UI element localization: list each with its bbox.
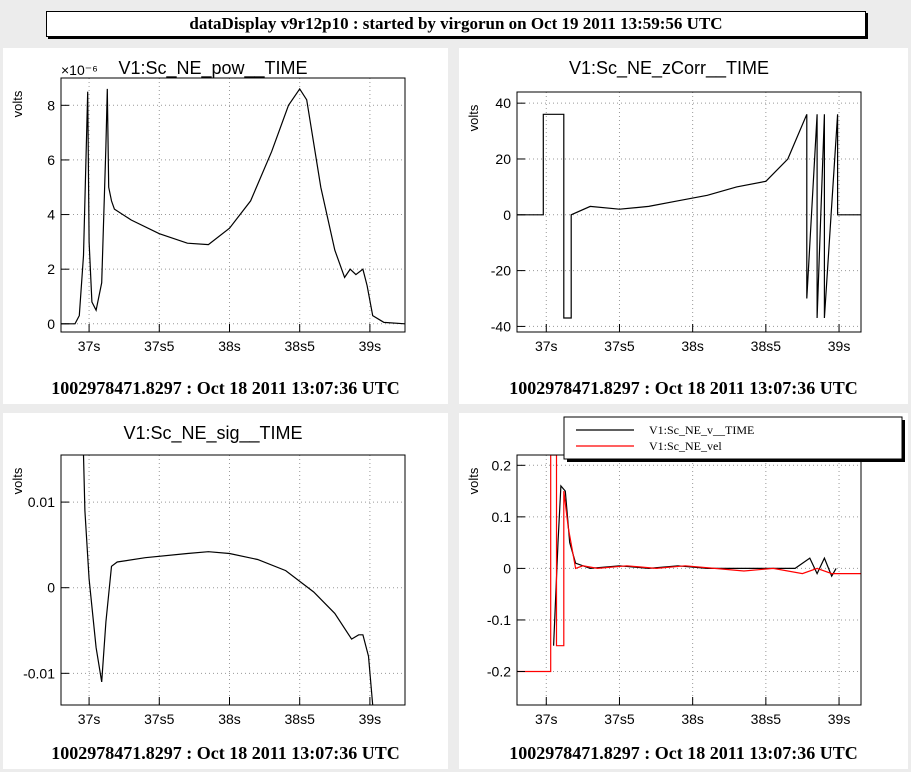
pad-pow-time: 1002978471.8297 : Oct 18 2011 13:07:36 U… xyxy=(3,48,448,404)
x-tick-label: 39s xyxy=(359,711,382,727)
x-tick-label: 38s5 xyxy=(285,711,316,727)
legend-label-0: V1:Sc_NE_v__TIME xyxy=(649,423,754,437)
exponent-label: ×10⁻⁶ xyxy=(61,62,98,78)
x-tick-label: 38s5 xyxy=(285,338,316,354)
y-tick-label: 0 xyxy=(47,316,55,332)
pad-zcorr-time: 1002978471.8297 : Oct 18 2011 13:07:36 U… xyxy=(459,48,908,404)
series-line-1-0 xyxy=(517,113,861,319)
chart-svg-0: 37s 37s5 38s 38s5 39s 0 2 4 6 8 volts V1:Sc_NE_pow_… xyxy=(10,58,406,354)
y-tick-label: -0.2 xyxy=(487,663,511,679)
pad-sig-footer: 1002978471.8297 : Oct 18 2011 13:07:36 U… xyxy=(51,743,400,763)
x-tick-label: 39s xyxy=(828,338,851,354)
plot-frame xyxy=(60,454,406,706)
plot-frame xyxy=(516,454,862,706)
y-tick-label: 8 xyxy=(47,97,55,113)
y-tick-label: -20 xyxy=(491,263,511,279)
x-tick-label: 38s xyxy=(218,711,241,727)
pad-velocity: 1002978471.8297 : Oct 18 2011 13:07:36 U… xyxy=(459,413,908,769)
y-tick-label: -40 xyxy=(491,318,511,334)
y-tick-label: 6 xyxy=(47,152,55,168)
pad-zcorr-footer: 1002978471.8297 : Oct 18 2011 13:07:36 U… xyxy=(509,378,858,398)
window-title: dataDisplay v9r12p10 : started by virgor… xyxy=(46,11,866,37)
x-tick-label: 37s xyxy=(78,711,101,727)
y-axis-label: volts xyxy=(466,104,481,131)
x-tick-label: 39s xyxy=(828,711,851,727)
x-tick-label: 37s5 xyxy=(604,338,635,354)
x-tick-label: 37s5 xyxy=(604,711,635,727)
x-tick-label: 37s xyxy=(535,711,558,727)
series-line-0-0 xyxy=(61,87,405,325)
y-tick-label: -0.01 xyxy=(23,665,55,681)
pad-sig-time: 1002978471.8297 : Oct 18 2011 13:07:36 U… xyxy=(3,413,448,769)
x-tick-label: 38s5 xyxy=(751,711,782,727)
y-tick-label: 0.2 xyxy=(492,457,512,473)
y-axis-label: volts xyxy=(10,90,25,117)
y-tick-label: -0.1 xyxy=(487,612,511,628)
y-tick-label: 20 xyxy=(495,151,511,167)
x-tick-label: 38s xyxy=(218,338,241,354)
series-line-2-0 xyxy=(82,455,374,705)
x-tick-label: 37s5 xyxy=(144,711,175,727)
series-line-3-0 xyxy=(553,484,837,646)
plot-frame xyxy=(516,91,862,333)
chart-title: V1:Sc_NE_zCorr__TIME xyxy=(569,58,769,79)
chart-svg-3: 37s 37s5 38s 38s5 39s -0.2 -0.1 0 0.1 0.2 volts V1:… xyxy=(466,416,905,727)
y-tick-label: 0.01 xyxy=(28,494,55,510)
y-tick-label: 2 xyxy=(47,261,55,277)
x-tick-label: 37s xyxy=(78,338,101,354)
y-tick-label: 0 xyxy=(47,580,55,596)
pad-pow-footer: 1002978471.8297 : Oct 18 2011 13:07:36 U… xyxy=(51,378,400,398)
chart-title: V1:Sc_NE_pow__TIME xyxy=(118,58,307,79)
y-tick-label: 4 xyxy=(47,207,55,223)
pad-velocity-footer: 1002978471.8297 : Oct 18 2011 13:07:36 U… xyxy=(509,743,858,763)
x-tick-label: 38s xyxy=(681,711,704,727)
series-line-3-1 xyxy=(517,455,861,673)
y-axis-label: volts xyxy=(466,467,481,494)
legend-box xyxy=(563,416,903,460)
y-tick-label: 0 xyxy=(503,207,511,223)
x-tick-label: 37s xyxy=(535,338,558,354)
chart-svg-1: 37s 37s5 38s 38s5 39s -40 -20 0 20 40 volts V1:Sc_N… xyxy=(466,58,862,354)
y-tick-label: 40 xyxy=(495,95,511,111)
y-tick-label: 0.1 xyxy=(492,509,512,525)
y-axis-label: volts xyxy=(10,467,25,494)
x-tick-label: 39s xyxy=(359,338,382,354)
x-tick-label: 38s5 xyxy=(751,338,782,354)
chart-title: V1:Sc_NE_sig__TIME xyxy=(123,423,302,444)
x-tick-label: 37s5 xyxy=(144,338,175,354)
x-tick-label: 38s xyxy=(681,338,704,354)
legend-label-1: V1:Sc_NE_vel xyxy=(649,439,722,453)
plot-frame xyxy=(60,77,406,333)
y-tick-label: 0 xyxy=(503,560,511,576)
